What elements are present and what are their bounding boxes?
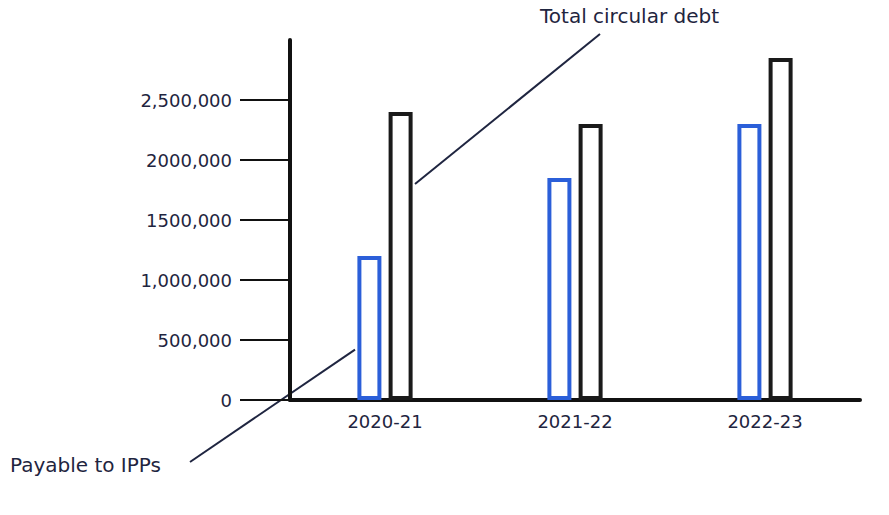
svg-text:Total circular debt: Total circular debt <box>539 4 719 28</box>
svg-text:2000,000: 2000,000 <box>146 150 232 171</box>
svg-text:2020-21: 2020-21 <box>347 411 422 432</box>
svg-text:2,500,000: 2,500,000 <box>140 90 232 111</box>
svg-text:1,000,000: 1,000,000 <box>140 270 232 291</box>
svg-text:Payable to IPPs: Payable to IPPs <box>10 453 161 477</box>
svg-text:500,000: 500,000 <box>158 330 232 351</box>
svg-text:0: 0 <box>221 390 232 411</box>
svg-text:1500,000: 1500,000 <box>146 210 232 231</box>
svg-text:2022-23: 2022-23 <box>727 411 802 432</box>
svg-text:2021-22: 2021-22 <box>537 411 612 432</box>
